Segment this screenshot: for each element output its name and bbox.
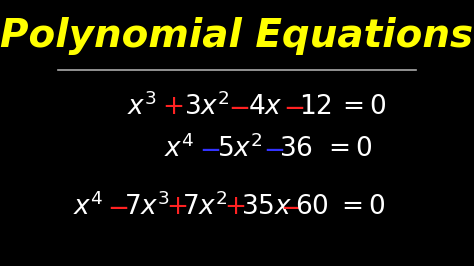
Text: $36$: $36$ [279,136,313,162]
Text: $-$: $-$ [263,136,284,162]
Text: $4x$: $4x$ [248,94,283,120]
Text: $= 0$: $= 0$ [336,194,385,220]
Text: $7x^3$: $7x^3$ [124,193,170,221]
Text: $= 0$: $= 0$ [337,94,387,120]
Text: $-$: $-$ [107,194,128,220]
Text: $5x^2$: $5x^2$ [217,135,263,163]
Text: $35x$: $35x$ [241,194,292,220]
Text: Polynomial Equations: Polynomial Equations [0,16,474,55]
Text: $+$: $+$ [166,194,187,220]
Text: $12$: $12$ [299,94,332,120]
Text: $+$: $+$ [224,194,246,220]
Text: $60$: $60$ [295,194,329,220]
Text: $x^3$: $x^3$ [128,92,157,121]
Text: $+$: $+$ [162,94,183,120]
Text: $= 0$: $= 0$ [323,136,372,162]
Text: $-$: $-$ [280,194,301,220]
Text: $7x^2$: $7x^2$ [182,193,228,221]
Text: $-$: $-$ [199,136,220,162]
Text: $-$: $-$ [283,94,304,120]
Text: $x^4$: $x^4$ [164,135,194,163]
Text: $-$: $-$ [228,94,249,120]
Text: $3x^2$: $3x^2$ [184,92,229,121]
Text: $x^4$: $x^4$ [73,193,103,221]
